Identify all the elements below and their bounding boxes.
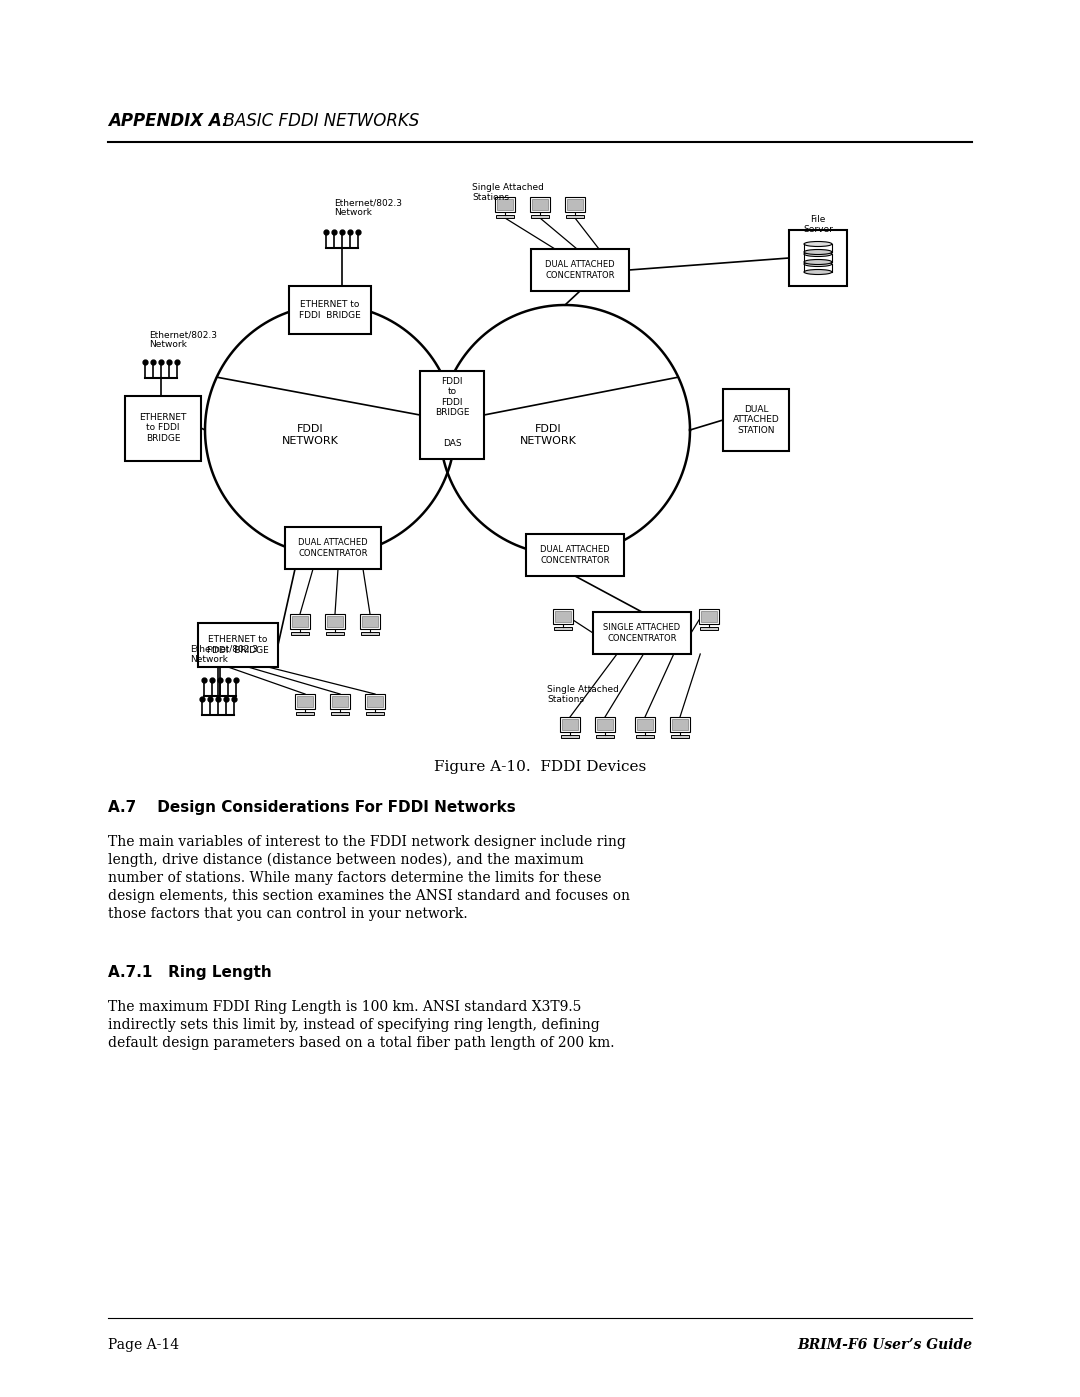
Text: A.7    Design Considerations For FDDI Networks: A.7 Design Considerations For FDDI Netwo… (108, 800, 516, 814)
Bar (700, 627, 718, 630)
Text: DAS: DAS (443, 439, 461, 447)
Bar (296, 712, 314, 715)
Bar (297, 696, 313, 707)
Bar (671, 735, 689, 738)
Text: FDDI
to
FDDI
BRIDGE: FDDI to FDDI BRIDGE (435, 377, 469, 418)
Bar (285, 527, 381, 569)
Bar (365, 694, 384, 710)
Bar (367, 696, 383, 707)
Bar (530, 197, 550, 212)
Bar (330, 712, 349, 715)
Text: Ethernet/802.3
Network: Ethernet/802.3 Network (149, 330, 217, 349)
Bar (291, 615, 310, 629)
Bar (593, 612, 691, 654)
Bar (361, 631, 379, 636)
Bar (289, 286, 372, 334)
Text: ETHERNET to
FDDI  BRIDGE: ETHERNET to FDDI BRIDGE (299, 300, 361, 320)
Text: BRIM-F6 User’s Guide: BRIM-F6 User’s Guide (797, 1338, 972, 1352)
Bar (596, 735, 615, 738)
Bar (562, 719, 578, 731)
Text: DUAL ATTACHED
CONCENTRATOR: DUAL ATTACHED CONCENTRATOR (545, 260, 615, 279)
Text: default design parameters based on a total fiber path length of 200 km.: default design parameters based on a tot… (108, 1037, 615, 1051)
Bar (565, 197, 585, 212)
Ellipse shape (804, 270, 832, 274)
Text: ETHERNET to
FDDI  BRIDGE: ETHERNET to FDDI BRIDGE (207, 636, 269, 655)
Bar (672, 719, 688, 731)
Text: FDDI
NETWORK: FDDI NETWORK (519, 425, 577, 446)
Text: those factors that you can control in your network.: those factors that you can control in yo… (108, 907, 468, 921)
Bar (561, 717, 580, 732)
Text: Figure A-10.  FDDI Devices: Figure A-10. FDDI Devices (434, 760, 646, 774)
Bar (332, 696, 348, 707)
Bar (292, 616, 308, 627)
Ellipse shape (804, 242, 832, 246)
Text: Page A-14: Page A-14 (108, 1338, 179, 1352)
Text: design elements, this section examines the ANSI standard and focuses on: design elements, this section examines t… (108, 888, 630, 902)
Text: ETHERNET
to FDDI
BRIDGE: ETHERNET to FDDI BRIDGE (139, 414, 187, 443)
Bar (635, 717, 654, 732)
Bar (326, 631, 345, 636)
Text: Single Attached
Stations: Single Attached Stations (546, 685, 619, 704)
Bar (366, 712, 384, 715)
Bar (495, 197, 515, 212)
Ellipse shape (804, 261, 832, 267)
Bar (362, 616, 378, 627)
Bar (526, 534, 624, 576)
Bar (554, 627, 572, 630)
Ellipse shape (804, 260, 832, 264)
Bar (295, 694, 315, 710)
Bar (561, 735, 579, 738)
Bar (555, 610, 571, 622)
Bar (360, 615, 380, 629)
Bar (291, 631, 309, 636)
Bar (699, 609, 719, 624)
Ellipse shape (804, 250, 832, 254)
Text: number of stations. While many factors determine the limits for these: number of stations. While many factors d… (108, 870, 602, 886)
Bar (531, 215, 549, 218)
Bar (198, 623, 278, 666)
Text: Ethernet/802.3
Network: Ethernet/802.3 Network (190, 645, 258, 665)
Bar (701, 610, 717, 622)
Bar (723, 388, 789, 451)
Text: DUAL
ATTACHED
STATION: DUAL ATTACHED STATION (732, 405, 780, 434)
Bar (789, 231, 847, 286)
Ellipse shape (804, 251, 832, 257)
Bar (531, 249, 629, 291)
Bar (567, 198, 583, 210)
Text: length, drive distance (distance between nodes), and the maximum: length, drive distance (distance between… (108, 854, 584, 868)
Bar (327, 616, 343, 627)
Bar (496, 215, 514, 218)
Text: Ethernet/802.3
Network: Ethernet/802.3 Network (334, 198, 402, 218)
Text: DUAL ATTACHED
CONCENTRATOR: DUAL ATTACHED CONCENTRATOR (298, 538, 368, 557)
Bar (532, 198, 548, 210)
Bar (330, 694, 350, 710)
Text: Single Attached
Stations: Single Attached Stations (472, 183, 544, 203)
Bar (325, 615, 345, 629)
Bar (670, 717, 690, 732)
Text: indirectly sets this limit by, instead of specifying ring length, defining: indirectly sets this limit by, instead o… (108, 1018, 599, 1032)
Bar (636, 735, 654, 738)
Bar (125, 395, 201, 461)
Text: A.7.1   Ring Length: A.7.1 Ring Length (108, 965, 272, 981)
Bar (553, 609, 573, 624)
Text: APPENDIX A:: APPENDIX A: (108, 112, 229, 130)
Bar (597, 719, 613, 731)
Text: FDDI
NETWORK: FDDI NETWORK (282, 425, 338, 446)
Text: DUAL ATTACHED
CONCENTRATOR: DUAL ATTACHED CONCENTRATOR (540, 545, 610, 564)
Bar (566, 215, 584, 218)
Text: The maximum FDDI Ring Length is 100 km. ANSI standard X3T9.5: The maximum FDDI Ring Length is 100 km. … (108, 1000, 581, 1014)
Bar (497, 198, 513, 210)
Text: SINGLE ATTACHED
CONCENTRATOR: SINGLE ATTACHED CONCENTRATOR (604, 623, 680, 643)
Text: The main variables of interest to the FDDI network designer include ring: The main variables of interest to the FD… (108, 835, 626, 849)
Bar (595, 717, 615, 732)
Bar (420, 372, 484, 460)
Text: File
Server: File Server (804, 215, 833, 235)
Text: BASIC FDDI NETWORKS: BASIC FDDI NETWORKS (213, 112, 419, 130)
Bar (637, 719, 653, 731)
